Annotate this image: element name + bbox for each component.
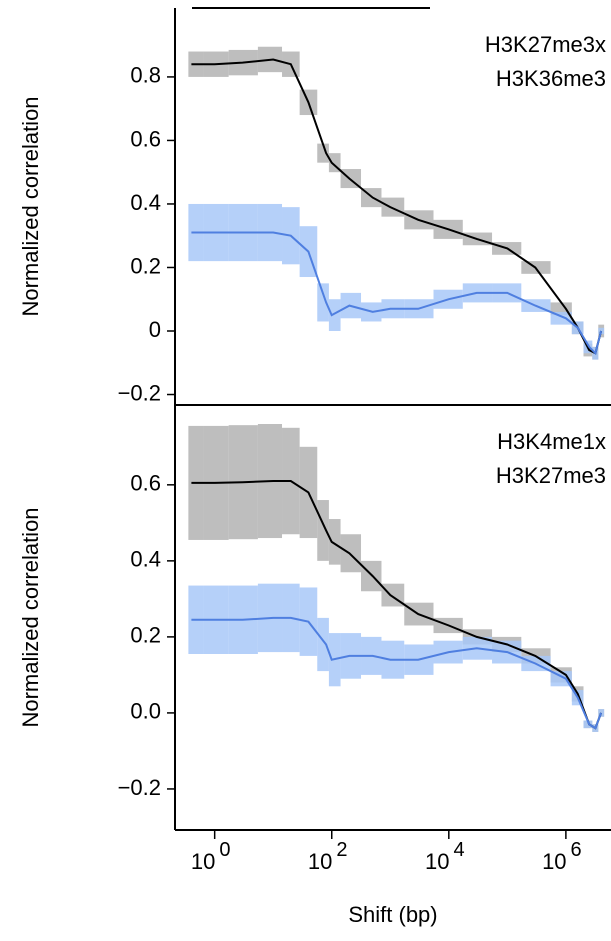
y-tick-label: 0.0 [130, 699, 161, 724]
y-tick-label: 0.4 [130, 547, 161, 572]
x-tick-label: 10 0 [191, 839, 231, 874]
x-tick-label: 10 2 [308, 839, 348, 874]
y-axis-label: Normalized correlation [18, 96, 43, 316]
x-tick-label: 10 4 [425, 839, 465, 874]
panel-annotation: H3K36me3 [496, 66, 606, 91]
panel-annotation: H3K4me1x [497, 429, 606, 454]
error-band [328, 153, 341, 173]
x-tick-base: 10 [425, 849, 449, 874]
x-tick-exponent: 4 [453, 839, 464, 861]
error-band [317, 617, 329, 672]
y-tick-label: 0.4 [130, 190, 161, 215]
y-tick-label: 0.6 [130, 471, 161, 496]
series-line [191, 480, 603, 730]
y-tick-label: 0.2 [130, 253, 161, 278]
x-tick-exponent: 0 [219, 839, 230, 861]
y-tick-label: 0.8 [130, 63, 161, 88]
x-tick-label: 10 6 [542, 839, 582, 874]
y-tick-label: 0 [149, 317, 161, 342]
x-tick-exponent: 6 [571, 839, 582, 861]
y-tick-label: −0.2 [118, 775, 161, 800]
error-band [598, 709, 605, 717]
y-tick-label: 0.6 [130, 126, 161, 151]
x-axis-label: Shift (bp) [348, 902, 437, 927]
x-tick-base: 10 [542, 849, 566, 874]
error-band [328, 519, 341, 565]
error-band [583, 720, 593, 729]
series-line [191, 231, 603, 356]
series-line [191, 58, 603, 355]
error-band [598, 327, 605, 335]
x-tick-base: 10 [191, 849, 215, 874]
error-band [328, 299, 341, 331]
y-tick-label: 0.2 [130, 623, 161, 648]
x-tick-exponent: 2 [336, 839, 347, 861]
y-axis-label: Normalized correlation [18, 507, 43, 727]
panel-annotation: H3K27me3x [485, 32, 606, 57]
error-band [317, 143, 329, 163]
y-tick-label: −0.2 [118, 380, 161, 405]
series-line [191, 616, 603, 730]
x-tick-base: 10 [308, 849, 332, 874]
panel-annotation: H3K27me3 [496, 463, 606, 488]
error-band [317, 500, 329, 561]
error-band [381, 197, 405, 217]
error-band [317, 283, 329, 322]
